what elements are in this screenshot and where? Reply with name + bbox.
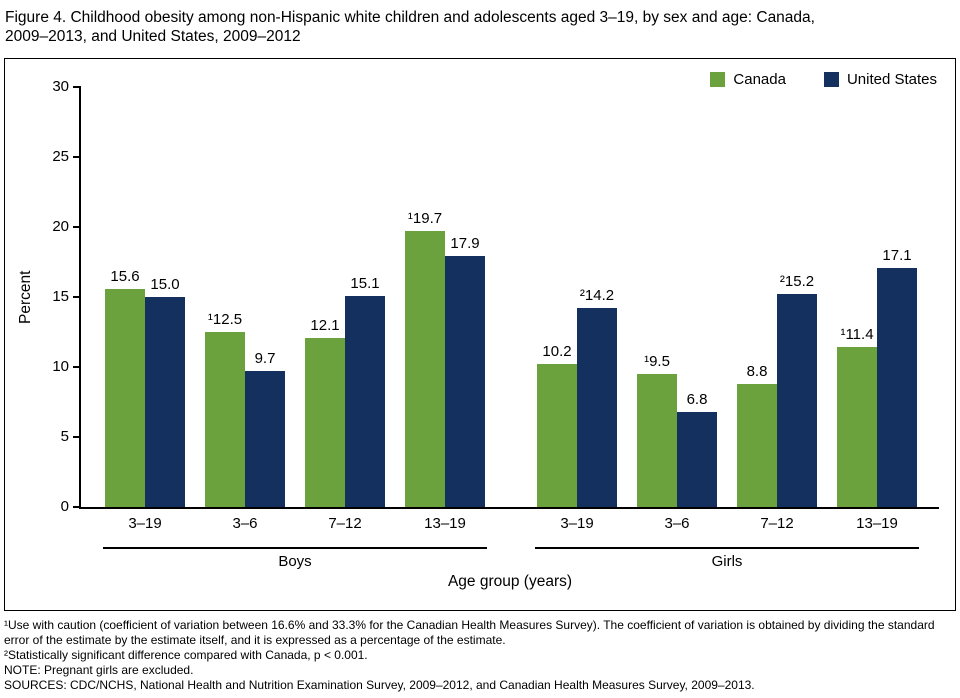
bar-group: 10.2 ²14.2 3–19 [537,87,617,532]
canada-swatch-icon [710,72,726,87]
bar-group: 15.6 15.0 3–19 [105,87,185,532]
united-states-swatch-icon [823,72,839,87]
bar-canada: 10.2 [537,343,577,507]
bar-united-states: 9.7 [245,350,285,507]
footnotes: ¹Use with caution (coefficient of variat… [4,618,956,693]
section-girls: 10.2 ²14.2 3–19 ¹9.5 6.8 3–6 8.8 ²15.2 7–12 ¹11.4… [535,87,919,570]
bar-value-label: 10.2 [542,343,572,361]
y-tick-mark [73,226,81,228]
y-tick-label: 25 [52,148,69,165]
y-tick-label: 10 [52,358,69,375]
section-label: Girls [711,553,743,570]
x-tick-label: 13–19 [424,515,466,532]
y-tick-mark [73,296,81,298]
bar-value-label: 9.7 [254,350,276,368]
bar-canada: ¹19.7 [405,210,445,507]
y-tick-mark [73,156,81,158]
legend-item-united-states: United States [823,71,937,88]
bar-value-label: ¹11.4 [840,326,874,344]
y-axis-label: Percent [17,270,34,324]
x-tick-label: 13–19 [856,515,898,532]
x-tick-label: 7–12 [328,515,362,532]
bar-canada: 8.8 [737,363,777,507]
bar-value-label: 15.6 [110,267,140,285]
section-label: Boys [278,553,312,570]
bar-value-label: 6.8 [686,390,708,408]
section-boys: 15.6 15.0 3–19 ¹12.5 9.7 3–6 12.1 15.1 7–12 ¹19.7… [103,87,487,570]
y-tick-label: 15 [52,288,69,305]
legend-item-canada: Canada [710,71,786,88]
bar-canada: ¹9.5 [637,353,677,507]
y-tick-mark [73,366,81,368]
bar-value-label: ¹9.5 [644,353,670,370]
footnote-2: ²Statistically significant difference co… [4,648,368,662]
bar-value-label: ²15.2 [779,273,815,291]
bar-value-label: 17.1 [882,246,912,264]
bar-canada: 15.6 [105,268,145,507]
bar-united-states: ²14.2 [577,287,617,507]
bar-value-label: 12.1 [310,316,340,334]
bar-united-states: 15.0 [145,276,185,507]
bar-value-label: 8.8 [746,362,768,380]
bar-united-states: 15.1 [345,275,385,507]
bar-sections: 15.6 15.0 3–19 ¹12.5 9.7 3–6 12.1 15.1 7–12 ¹19.7… [81,87,939,570]
chart-frame: Canada United States Percent 15.6 15.0 3–1… [4,58,956,611]
bar-value-label: 17.9 [450,235,480,253]
y-tick-mark [73,506,81,508]
legend-label-canada: Canada [733,71,786,88]
legend: Canada United States [710,71,937,88]
bar-value-label: ¹19.7 [407,210,443,228]
x-tick-label: 3–6 [664,515,690,532]
footnote-sources: SOURCES: CDC/NCHS, National Health and N… [4,678,755,692]
bar-group: ¹9.5 6.8 3–6 [637,87,717,532]
bar-group: ¹11.4 17.1 13–19 [837,87,917,532]
footnote-note: NOTE: Pregnant girls are excluded. [4,663,194,677]
bar-united-states: 17.9 [445,235,485,507]
plot-area: 15.6 15.0 3–19 ¹12.5 9.7 3–6 12.1 15.1 7–12 ¹19.7… [52,78,939,590]
bar-united-states: 17.1 [877,247,917,507]
bar-united-states: ²15.2 [777,273,817,507]
x-tick-label: 7–12 [760,515,794,532]
x-tick-label: 3–19 [128,515,162,532]
y-tick-mark [73,86,81,88]
bar-value-label: ²14.2 [579,287,615,305]
bar-group: ¹19.7 17.9 13–19 [405,87,485,532]
legend-label-united-states: United States [846,71,937,88]
bar-united-states: 6.8 [677,391,717,507]
bar-value-label: ¹12.5 [207,311,243,328]
footnote-1: ¹Use with caution (coefficient of variat… [4,618,935,647]
bar-canada: ¹11.4 [837,326,877,507]
y-tick-label: 20 [52,218,69,235]
bar-group: ¹12.5 9.7 3–6 [205,87,285,532]
x-tick-label: 3–6 [232,515,258,532]
section-underline [103,547,487,549]
bar-canada: ¹12.5 [205,311,245,507]
x-tick-label: 3–19 [560,515,594,532]
bar-value-label: 15.1 [350,274,380,292]
section-underline [535,547,919,549]
bar-canada: 12.1 [305,317,345,507]
bar-value-label: 15.0 [150,276,180,293]
y-tick-label: 5 [60,428,69,445]
y-tick-mark [73,436,81,438]
x-axis-label: Age group (years) [447,573,573,590]
bar-group: 8.8 ²15.2 7–12 [737,87,817,532]
figure-title: Figure 4. Childhood obesity among non-Hi… [5,9,815,45]
y-tick-label: 0 [60,498,69,515]
bar-group: 12.1 15.1 7–12 [305,87,385,532]
y-tick-label: 30 [52,78,69,95]
